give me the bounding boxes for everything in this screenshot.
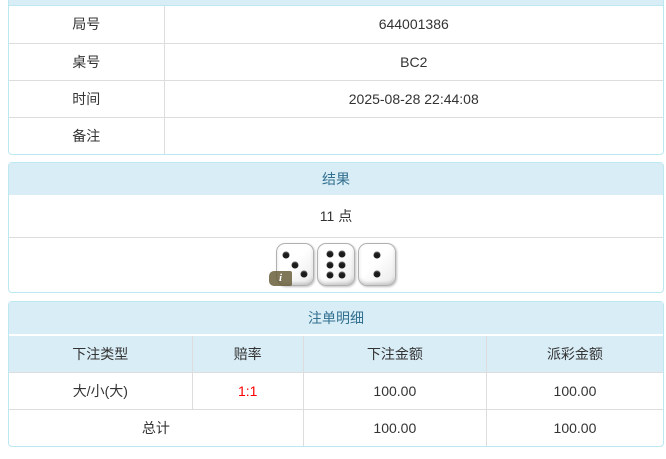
result-points: 11 点 [9,195,663,238]
die-2-value-6 [317,243,355,286]
time-value: 2025-08-28 22:44:08 [164,79,663,117]
bets-header-row: 下注类型 赔率 下注金额 派彩金额 [9,336,663,372]
bet-type-column-header: 下注类型 [9,336,193,372]
table-row: 备注 [9,116,663,154]
remark-label: 备注 [9,116,165,154]
game-info-panel-heading-cut [9,0,663,6]
result-panel: 结果 11 点 i [8,162,664,293]
page: 局号 644001386 桌号 BC2 时间 2025-08-28 22:44:… [8,0,664,447]
bet-amount-value: 100.00 [302,371,487,409]
odds-column-header: 赔率 [191,336,304,372]
bets-table: 下注类型 赔率 下注金额 派彩金额 大/小(大) 1:1 100.00 100.… [9,336,663,446]
die-pip [300,270,308,278]
die-pip [373,251,381,259]
bets-panel-title: 注单明细 [9,302,663,336]
bets-panel: 注单明细 下注类型 赔率 下注金额 派彩金额 大/小(大) 1:1 100.00… [8,301,664,447]
dice-row: i [9,238,663,292]
die-1-value-3: i [269,243,314,286]
total-bet-amount: 100.00 [302,408,487,446]
table-id-label: 桌号 [9,42,165,80]
die-pip [338,271,346,279]
total-label: 总计 [9,408,304,446]
total-row: 总计 100.00 100.00 [9,408,663,446]
odds-value: 1:1 [191,371,304,409]
game-info-table: 局号 644001386 桌号 BC2 时间 2025-08-28 22:44:… [9,6,663,154]
bet-amount-column-header: 下注金额 [302,336,487,372]
table-row: 局号 644001386 [9,6,663,43]
die-pip [326,261,334,268]
die-pip [326,250,334,258]
game-info-panel: 局号 644001386 桌号 BC2 时间 2025-08-28 22:44:… [8,0,664,155]
die-pip [326,271,334,279]
info-badge-icon[interactable]: i [269,271,292,286]
payout-amount-column-header: 派彩金额 [485,336,663,372]
remark-value [164,116,663,154]
die-pip [373,270,381,278]
bet-type-value: 大/小(大) [9,371,193,409]
total-payout-amount: 100.00 [485,408,663,446]
round-id-label: 局号 [9,6,165,43]
result-panel-title: 结果 [9,163,663,195]
die-pip [291,261,299,268]
die-pip [282,251,290,259]
table-id-value: BC2 [164,42,663,80]
die-pip [338,250,346,258]
round-id-value: 644001386 [378,16,449,33]
table-row: 时间 2025-08-28 22:44:08 [9,79,663,117]
table-row: 桌号 BC2 [9,42,663,80]
payout-amount-value: 100.00 [485,371,663,409]
table-row: 大/小(大) 1:1 100.00 100.00 [9,371,663,409]
time-label: 时间 [9,79,165,117]
die-3-value-2 [358,243,396,286]
die-pip [338,261,346,268]
